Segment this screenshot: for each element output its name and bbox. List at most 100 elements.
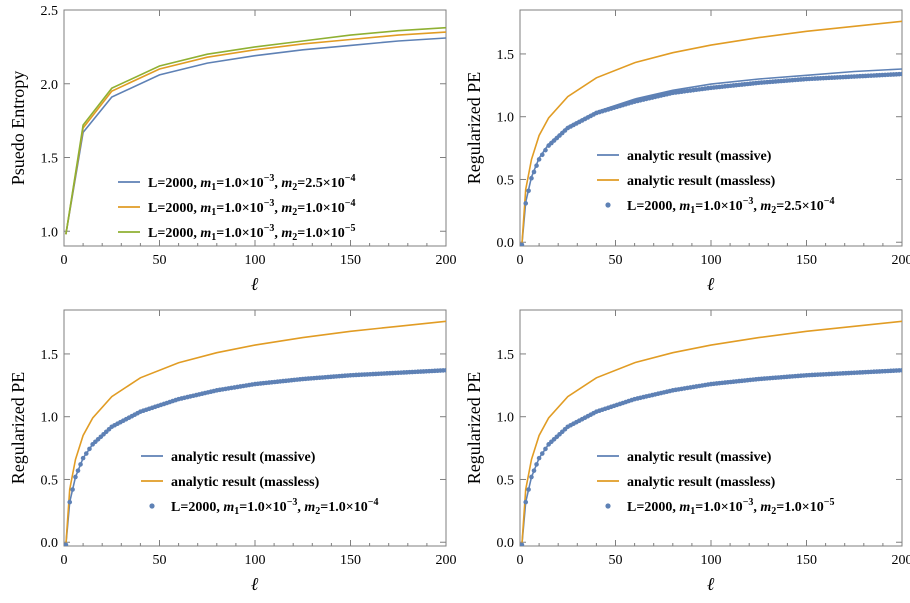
x-tick-label: 200 [892,553,910,568]
legend-item: analytic result (massive) [141,450,316,465]
x-tick-label: 0 [61,253,68,268]
data-point [87,447,92,452]
data-point [523,500,528,505]
y-tick-label: 2.0 [41,78,59,93]
x-tick-label: 50 [609,253,623,268]
legend-item: L=2000, m1=1.0×10−3, m2=2.5×10−4 [605,196,834,216]
data-point [76,468,81,473]
data-point [529,475,534,480]
x-tick-label: 0 [517,253,524,268]
legend-label: L=2000, m1=1.0×10−3, m2=1.0×10−4 [171,497,378,517]
legend-label: L=2000, m1=1.0×10−3, m2=1.0×10−4 [148,198,355,218]
x-tick-label: 150 [340,253,361,268]
data-point [540,451,545,456]
chart-panel-regularized-pe-m2-1e-4: 0 50 100 150 200 0.0 0.5 1.0 1.5 ℓ Regularized PE a… [8,310,457,594]
legend-item: L=2000, m1=1.0×10−3, m2=2.5×10−4 [118,173,355,193]
y-tick-label: 0.5 [41,473,59,488]
legend-item: L=2000, m1=1.0×10−3, m2=1.0×10−5 [118,223,355,243]
y-axis-label: Psuedo Entropy [8,71,28,186]
data-point [73,475,78,480]
legend-label: analytic result (massless) [627,174,776,189]
x-tick-label: 100 [245,253,266,268]
y-tick-label: 2.5 [41,4,59,19]
x-tick-label: 100 [701,553,722,568]
y-tick-label: 0.0 [497,236,515,251]
x-axis-label: ℓ [251,574,259,594]
y-tick-label: 1.0 [497,411,515,426]
legend-item: L=2000, m1=1.0×10−3, m2=1.0×10−5 [605,497,834,517]
legend-label: analytic result (massive) [171,450,316,465]
y-axis-label: Regularized PE [464,72,484,184]
chart-panel-pseudo-entropy: 0 50 100 150 200 1.0 1.5 2.0 2.5 ℓ Psuedo Entropy L… [8,4,457,294]
data-point [529,176,534,181]
x-tick-label: 150 [796,553,817,568]
legend: analytic result (massive) analytic result… [597,149,834,216]
y-tick-label: 0.5 [497,173,515,188]
x-tick-label: 150 [340,553,361,568]
data-point [537,456,542,461]
y-tick-label: 1.5 [497,348,515,363]
data-point [67,500,72,505]
x-tick-label: 150 [796,253,817,268]
data-point [523,201,528,206]
legend-swatch-point [149,503,154,508]
y-tick-label: 1.0 [41,411,59,426]
x-tick-label: 0 [61,553,68,568]
legend-label: analytic result (massless) [171,475,320,490]
legend-item: analytic result (massless) [141,475,320,490]
legend-item: L=2000, m1=1.0×10−3, m2=1.0×10−4 [118,198,355,218]
x-tick-label: 50 [153,553,167,568]
legend: L=2000, m1=1.0×10−3, m2=2.5×10−4 L=2000, … [118,173,355,243]
data-point [543,148,548,153]
legend: analytic result (massive) analytic result… [597,450,834,517]
legend-label: L=2000, m1=1.0×10−3, m2=1.0×10−5 [148,223,355,243]
y-axis-label: Regularized PE [8,372,28,484]
legend-label: analytic result (massless) [627,475,776,490]
legend-label: analytic result (massive) [627,149,772,164]
x-tick-label: 200 [892,253,910,268]
x-tick-label: 200 [436,253,457,268]
x-tick-label: 100 [245,553,266,568]
legend-item: analytic result (massive) [597,149,772,164]
legend-item: L=2000, m1=1.0×10−3, m2=1.0×10−4 [149,497,378,517]
legend-swatch-point [605,202,610,207]
legend-label: L=2000, m1=1.0×10−3, m2=2.5×10−4 [148,173,355,193]
legend-item: analytic result (massless) [597,475,776,490]
data-point [537,157,542,162]
data-point [900,368,905,373]
data-point [526,487,531,492]
y-tick-label: 0.5 [497,473,515,488]
y-tick-label: 1.5 [497,48,515,63]
legend-swatch-point [605,503,610,508]
data-point [543,447,548,452]
legend-item: analytic result (massive) [597,450,772,465]
data-point [81,456,86,461]
y-tick-label: 1.5 [41,152,59,167]
y-tick-label: 1.5 [41,348,59,363]
y-tick-label: 0.0 [41,536,59,551]
legend-item: analytic result (massless) [597,174,776,189]
data-point [900,72,905,77]
x-axis-label: ℓ [251,274,259,294]
data-point [444,368,449,373]
legend: analytic result (massive) analytic result… [141,450,378,517]
x-tick-label: 50 [153,253,167,268]
data-point [540,152,545,157]
x-axis-label: ℓ [707,274,715,294]
data-point [534,462,539,467]
legend-label: L=2000, m1=1.0×10−3, m2=2.5×10−4 [627,196,834,216]
x-axis-label: ℓ [707,574,715,594]
y-tick-label: 1.0 [41,225,59,240]
legend-label: L=2000, m1=1.0×10−3, m2=1.0×10−5 [627,497,834,517]
x-tick-label: 200 [436,553,457,568]
y-axis-label: Regularized PE [464,372,484,484]
data-point [532,170,537,175]
y-tick-label: 0.0 [497,536,515,551]
data-point [534,163,539,168]
x-tick-label: 50 [609,553,623,568]
x-tick-label: 100 [701,253,722,268]
